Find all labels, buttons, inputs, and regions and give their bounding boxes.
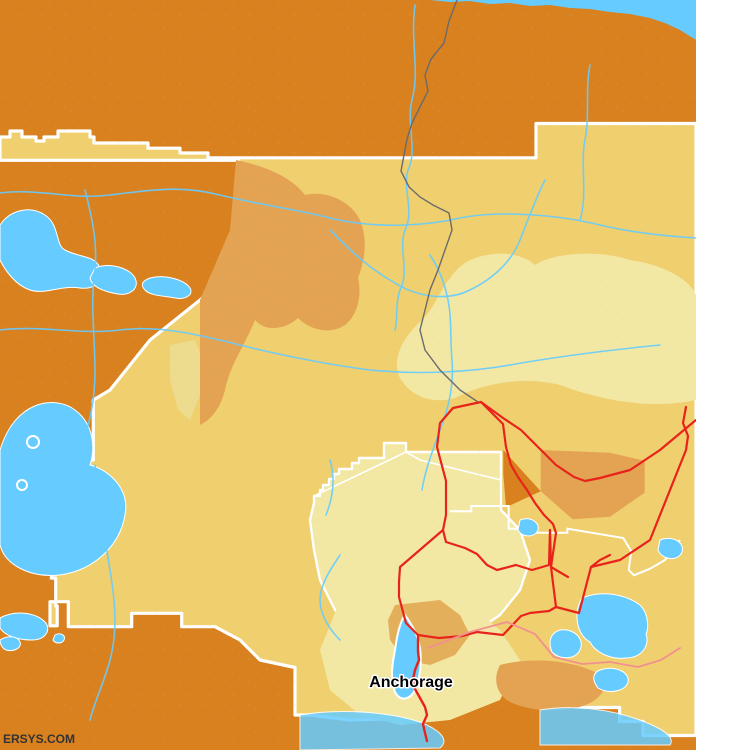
svg-text:ERSYS.COM: ERSYS.COM bbox=[3, 732, 75, 746]
svg-text:Anchorage: Anchorage bbox=[369, 674, 453, 691]
